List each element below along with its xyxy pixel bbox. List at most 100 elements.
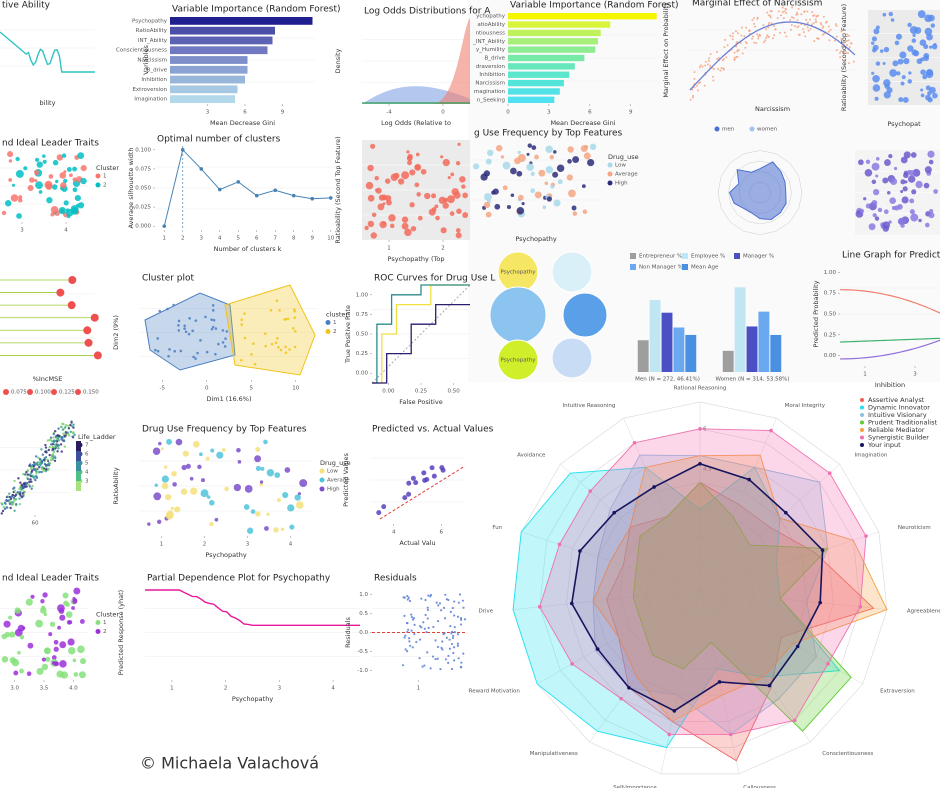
- point: [427, 626, 430, 630]
- point: [279, 348, 283, 352]
- point: [197, 464, 202, 470]
- point: [408, 599, 412, 603]
- axis-label: Neuroticism: [898, 525, 931, 531]
- point: [443, 617, 447, 620]
- point: [77, 645, 85, 654]
- x-tick-label: 8: [292, 236, 296, 242]
- point: [858, 159, 864, 166]
- point: [716, 57, 719, 60]
- point: [10, 500, 14, 504]
- point: [450, 667, 454, 671]
- point: [437, 604, 440, 607]
- point: [894, 40, 900, 46]
- bubble: [562, 292, 608, 338]
- x-axis-label: Number of clusters k: [214, 245, 282, 253]
- point: [872, 213, 877, 218]
- point: [928, 212, 935, 219]
- bar: [508, 96, 555, 103]
- point: [161, 482, 169, 490]
- point: [26, 473, 29, 476]
- point: [264, 344, 267, 348]
- point: [401, 222, 409, 230]
- panel-title: Variable Importance (Random Forest): [510, 1, 679, 11]
- point: [48, 453, 51, 457]
- point: [796, 26, 799, 29]
- point: [753, 22, 756, 25]
- point: [37, 456, 40, 459]
- point: [374, 175, 379, 181]
- point: [871, 36, 877, 42]
- point: [19, 634, 25, 640]
- point: [367, 194, 375, 202]
- vertex: [612, 510, 616, 515]
- point: [907, 79, 913, 84]
- point: [731, 38, 734, 41]
- x-tick-label: 3: [913, 372, 917, 378]
- point: [185, 463, 191, 469]
- point: [893, 166, 898, 171]
- point: [41, 453, 45, 456]
- point: [53, 459, 57, 463]
- point: [59, 660, 67, 668]
- point: [414, 163, 422, 171]
- point: [177, 319, 181, 323]
- series-area: [592, 454, 888, 722]
- point: [286, 317, 290, 321]
- panel-title: Variable Importance (Random Forest): [172, 5, 341, 15]
- area: [729, 161, 787, 220]
- point: [920, 88, 924, 92]
- y-tick-label: 0.00: [356, 371, 369, 377]
- point: [365, 181, 374, 190]
- point: [254, 193, 259, 198]
- y-axis-label: Dim2 (9%): [112, 315, 120, 350]
- point: [284, 351, 288, 355]
- point: [721, 59, 724, 62]
- panel: 60 Life_Ladder 7 6 5 4 3: [0, 420, 116, 527]
- point: [435, 601, 438, 604]
- point: [798, 33, 801, 36]
- point: [406, 630, 409, 634]
- point: [526, 163, 534, 171]
- panel: tive Ability bility: [0, 1, 95, 107]
- point: [772, 24, 775, 27]
- point: [810, 23, 813, 26]
- point: [712, 67, 715, 70]
- point: [172, 303, 175, 307]
- panel-title: Optimal number of clusters: [157, 135, 281, 145]
- point: [183, 324, 186, 328]
- point: [447, 654, 450, 657]
- legend-label: Low: [615, 163, 626, 169]
- point: [451, 606, 454, 610]
- point: [57, 447, 60, 450]
- point: [72, 177, 77, 182]
- legend-label: Your input: [867, 441, 901, 449]
- point: [421, 665, 424, 668]
- point: [429, 465, 435, 471]
- point: [754, 25, 757, 28]
- point: [704, 64, 707, 67]
- point: [280, 527, 285, 531]
- point: [587, 158, 595, 167]
- point: [420, 597, 423, 600]
- point: [39, 461, 42, 465]
- point: [53, 639, 59, 645]
- point: [912, 33, 916, 37]
- point: [73, 587, 81, 595]
- point: [453, 625, 456, 629]
- point: [418, 657, 421, 660]
- point: [827, 25, 830, 28]
- panel: [855, 150, 940, 235]
- x-tick-label: 5: [237, 236, 241, 242]
- point: [757, 35, 760, 38]
- point: [287, 504, 295, 512]
- point: [451, 636, 455, 640]
- spoke: [623, 418, 701, 591]
- x-axis-label: bility: [40, 99, 56, 107]
- point: [406, 598, 409, 601]
- point: [13, 489, 16, 493]
- point: [925, 70, 934, 79]
- panel: Psychopathy Psychopathy: [489, 251, 608, 381]
- point: [447, 661, 450, 664]
- point: [34, 178, 38, 183]
- x-tick-label: 0: [205, 386, 209, 392]
